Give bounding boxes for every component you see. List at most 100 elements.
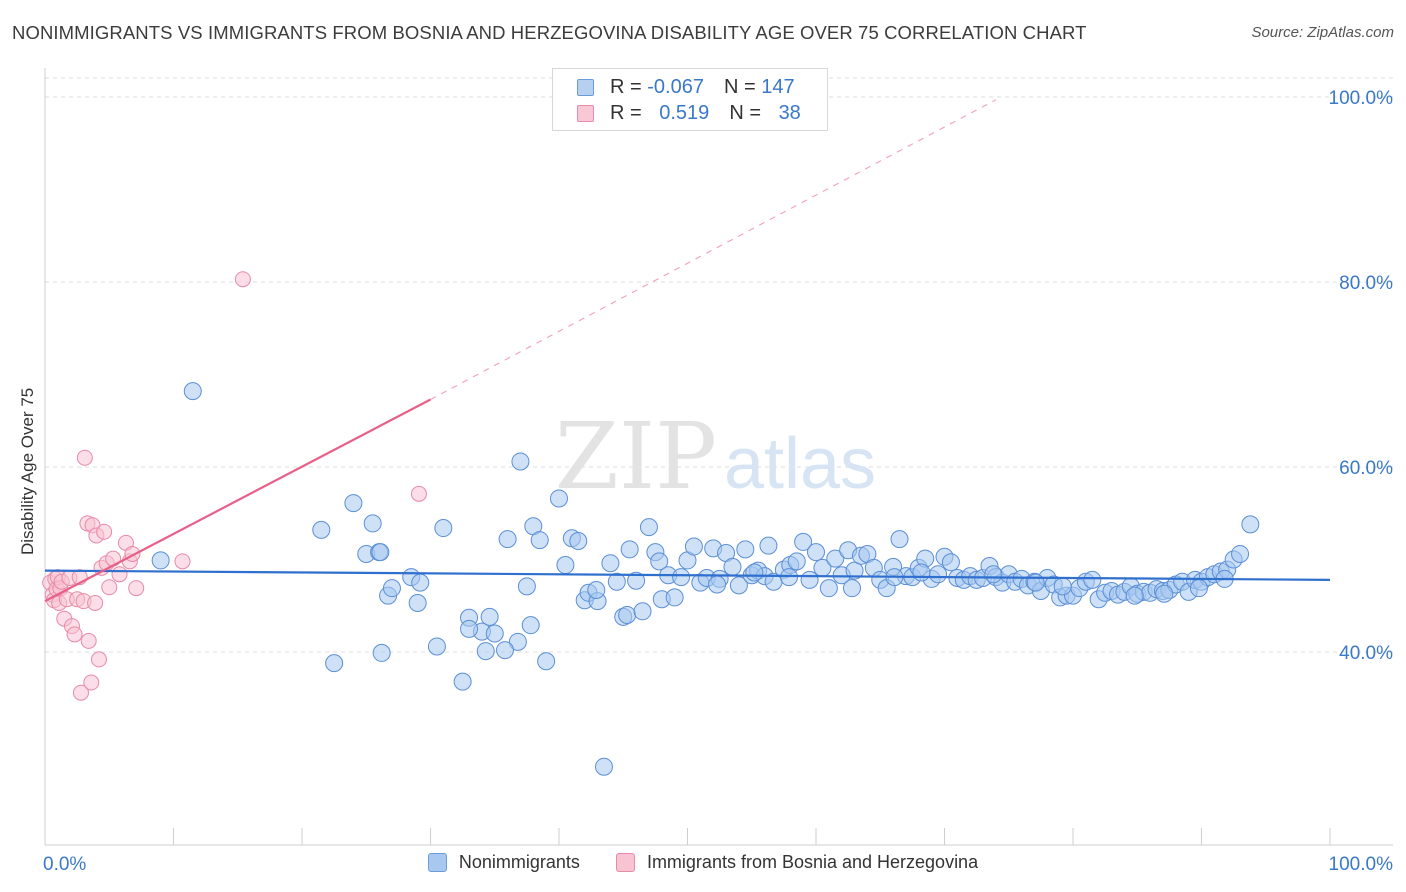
data-point [174,553,191,570]
data-point [929,565,948,584]
data-point [800,570,819,589]
axes [44,68,1393,846]
data-point [556,556,575,575]
legend-n-label: N = [729,101,767,124]
y-tick-label: 80.0% [1339,273,1393,294]
watermark: ZIP atlas [555,403,876,510]
legend-swatch-nonimmigrants [577,78,594,96]
series-label-nonimmigrants: Nonimmigrants [458,852,580,872]
data-point [665,588,684,607]
data-point [87,594,104,611]
data-point [517,577,536,596]
watermark-zip: ZIP [555,403,717,510]
data-point [759,536,778,555]
data-point [607,572,626,591]
data-point [485,624,504,643]
data-points [42,271,1260,776]
data-point [984,565,1003,584]
watermark-atlas: atlas [724,424,876,504]
series-legend: Nonimmigrants Immigrants from Bosnia and… [0,852,1406,873]
data-point [807,543,825,562]
legend-r-value: -0.067 [647,75,704,98]
series-swatch-nonimmigrants [427,853,447,872]
data-point [1241,515,1260,534]
data-point [601,554,620,573]
data-point [1083,570,1102,589]
legend-r-label: R = [610,101,648,124]
series-points-nonimmigrants [151,382,1260,776]
legend-n-label: N = [723,75,762,98]
data-point [736,540,755,559]
data-point [1125,586,1144,605]
data-point [537,652,556,671]
data-point [496,641,515,660]
data-point [363,514,382,533]
data-point [941,553,960,572]
series-swatch-immigrants [615,853,635,872]
y-tick-label: 100.0% [1329,88,1394,109]
data-point [594,757,613,776]
data-point [1053,577,1072,596]
data-point [76,449,93,466]
series-label-immigrants: Immigrants from Bosnia and Herzegovina [646,852,979,872]
legend-row-immigrants: R = 0.519 N = 38 [577,100,801,126]
data-point [72,684,89,701]
data-point [530,531,549,550]
data-point [410,485,427,502]
data-point [672,568,691,587]
data-point [627,571,646,590]
legend-r-label: R = [610,75,648,98]
grid-lines [45,77,1393,653]
trend-line-immigrants [44,398,432,603]
data-point [183,382,202,401]
data-point [912,563,931,582]
data-point [372,643,391,662]
x-tick-label: 100.0% [1329,854,1394,875]
data-point [344,494,363,513]
data-point [453,672,472,691]
data-point [890,530,909,549]
data-point [96,523,113,540]
legend-swatch-immigrants [577,104,594,122]
data-point [639,518,658,537]
trend-line-extension [430,99,997,401]
data-point [842,579,861,598]
y-tick-label: 60.0% [1339,458,1393,479]
trend-lines [44,99,1331,603]
data-point [511,452,530,471]
data-point [819,579,838,598]
data-point [684,537,703,556]
data-point [729,576,748,595]
data-point [434,519,453,538]
data-point [550,489,568,508]
data-point [1231,544,1250,563]
data-point [508,632,527,651]
series-points-immigrants [42,271,427,701]
data-point [787,552,806,571]
legend-r-value: 0.519 [659,101,710,124]
chart-title: NONIMMIGRANTS VS IMMIGRANTS FROM BOSNIA … [12,22,1087,43]
data-point [411,573,430,592]
y-axis-label: Disability Age Over 75 [18,387,37,555]
data-point [650,552,669,571]
data-point [111,566,128,583]
y-tick-label: 40.0% [1339,643,1393,664]
legend-row-nonimmigrants: R = -0.067 N = 147 [577,74,795,100]
series-legend-immigrants[interactable]: Immigrants from Bosnia and Herzegovina [615,852,979,873]
data-point [1155,584,1174,603]
correlation-legend: R = -0.067 N = 147 R = 0.519 N = 38 [552,68,828,131]
data-point [480,607,499,626]
x-tick-label: 0.0% [43,854,86,875]
series-legend-nonimmigrants[interactable]: Nonimmigrants [427,852,580,873]
data-point [745,563,764,582]
legend-n-value: 38 [778,101,801,124]
data-point [408,593,427,612]
data-point [312,520,331,539]
data-point [723,557,742,576]
data-point [427,637,446,656]
data-point [234,271,251,288]
legend-n-value: 147 [761,75,795,98]
data-point [620,540,639,559]
data-point [569,532,588,550]
